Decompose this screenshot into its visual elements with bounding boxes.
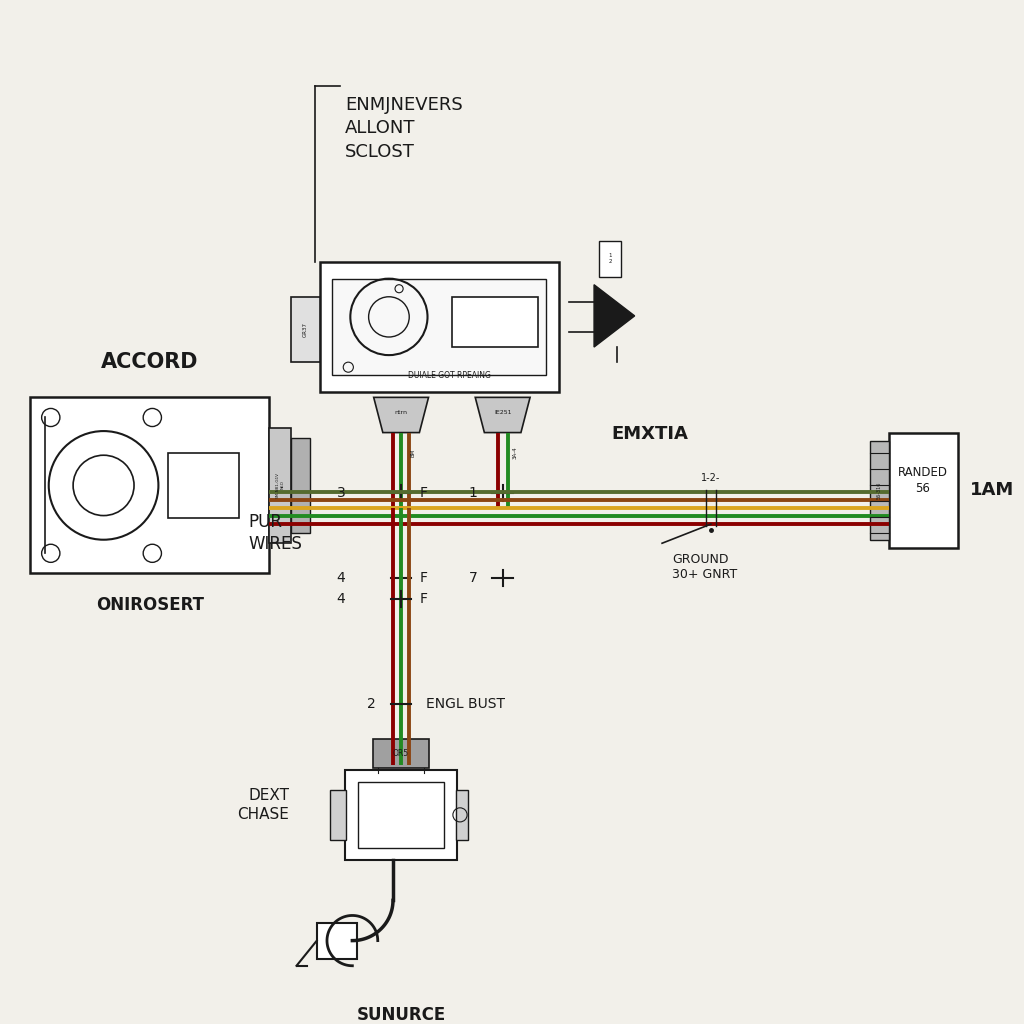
- Bar: [456, 790, 468, 840]
- Text: 4: 4: [337, 592, 345, 605]
- Text: GR37: GR37: [303, 322, 308, 337]
- Text: DEXT
CHASE: DEXT CHASE: [238, 788, 290, 821]
- Text: IE251: IE251: [494, 410, 511, 415]
- Bar: [332, 279, 547, 375]
- Text: 3A-4: 3A-4: [512, 446, 517, 459]
- Bar: [599, 242, 622, 276]
- Text: OR5: OR5: [393, 749, 410, 758]
- Polygon shape: [475, 397, 530, 432]
- Bar: [870, 440, 889, 541]
- Text: 7: 7: [469, 571, 477, 586]
- Bar: [319, 261, 558, 392]
- Text: 1: 1: [468, 486, 477, 500]
- Text: ENMJNEVERS
ALLONT
SCLOST: ENMJNEVERS ALLONT SCLOST: [345, 95, 463, 161]
- Bar: [358, 781, 443, 848]
- Text: 5M-N81-G1V
N6O: 5M-N81-G1V N6O: [275, 472, 285, 498]
- Bar: [452, 297, 539, 347]
- Text: SUNURCE: SUNURCE: [356, 1006, 445, 1024]
- Text: GROUND
30+ GNRT: GROUND 30+ GNRT: [672, 553, 737, 582]
- Polygon shape: [594, 285, 635, 347]
- Text: F: F: [420, 571, 427, 586]
- Bar: [269, 428, 292, 544]
- Bar: [292, 297, 319, 362]
- Bar: [345, 770, 457, 860]
- Text: F: F: [420, 592, 427, 605]
- Bar: [889, 432, 957, 548]
- Bar: [168, 453, 239, 518]
- Text: BM: BM: [411, 449, 416, 457]
- Text: ACCORD: ACCORD: [101, 352, 199, 372]
- Text: DUIALE GOT RPEAING: DUIALE GOT RPEAING: [408, 372, 490, 380]
- Bar: [330, 790, 346, 840]
- Text: 4: 4: [337, 571, 345, 586]
- Bar: [316, 923, 357, 958]
- Text: ntrn: ntrn: [394, 410, 408, 415]
- Text: 2: 2: [367, 697, 376, 712]
- Text: 1AM: 1AM: [970, 481, 1014, 500]
- Text: RANDED
56: RANDED 56: [898, 466, 948, 495]
- Bar: [373, 739, 429, 768]
- Text: ONIROSERT: ONIROSERT: [96, 596, 204, 613]
- Text: 3: 3: [337, 486, 345, 500]
- Text: 1
2: 1 2: [608, 253, 612, 264]
- Text: ENGL BUST: ENGL BUST: [426, 697, 506, 712]
- Text: 1-2-: 1-2-: [701, 473, 721, 483]
- Bar: [31, 397, 269, 573]
- Text: 56-316: 56-316: [877, 481, 882, 499]
- Text: PUR
WIRES: PUR WIRES: [249, 513, 303, 553]
- Bar: [292, 437, 309, 534]
- Text: F: F: [420, 486, 427, 500]
- Text: EMXTIA: EMXTIA: [611, 425, 688, 442]
- Polygon shape: [374, 397, 428, 432]
